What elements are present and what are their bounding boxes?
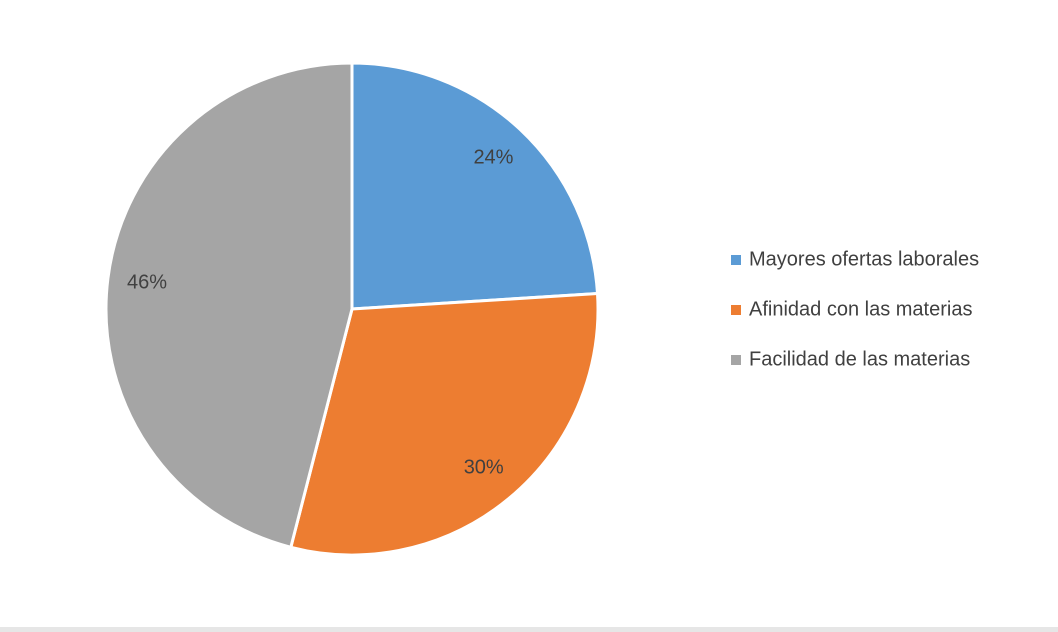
bottom-border: [0, 627, 1058, 632]
legend-swatch: [731, 305, 741, 315]
legend-label: Afinidad con las materias: [749, 298, 972, 320]
legend-label: Mayores ofertas laborales: [749, 248, 979, 270]
data-label: 30%: [464, 457, 504, 479]
legend-swatch: [731, 355, 741, 365]
pie-slice: [288, 291, 600, 557]
pie-slice: [350, 61, 600, 311]
pie-slice: [104, 61, 354, 550]
data-label: 46%: [127, 271, 167, 293]
legend-label: Facilidad de las materias: [749, 348, 970, 370]
data-label: 24%: [473, 147, 513, 169]
legend-swatch: [731, 255, 741, 265]
